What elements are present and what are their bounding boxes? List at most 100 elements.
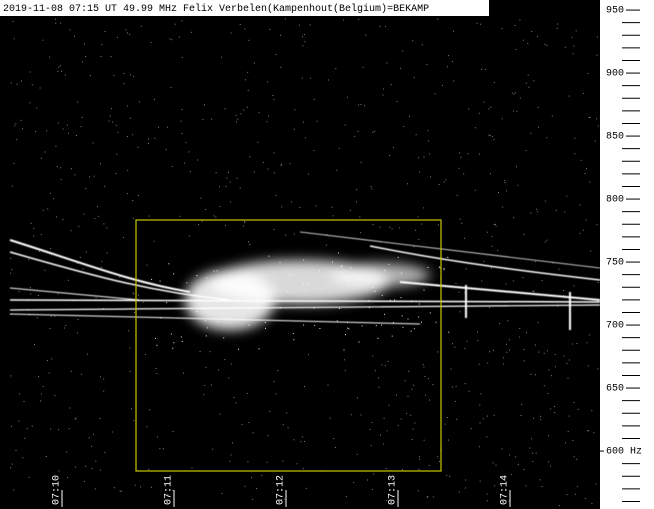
noise-dot bbox=[113, 75, 115, 76]
noise-dot bbox=[568, 359, 570, 361]
noise-dot bbox=[159, 448, 161, 450]
noise-dot bbox=[218, 369, 220, 371]
noise-dot bbox=[597, 282, 599, 284]
noise-dot bbox=[574, 493, 576, 495]
noise-dot bbox=[154, 98, 155, 100]
noise-dot bbox=[89, 176, 90, 178]
noise-dot bbox=[596, 54, 598, 56]
noise-dot bbox=[502, 363, 504, 365]
noise-dot bbox=[232, 442, 233, 444]
noise-dot bbox=[423, 366, 425, 368]
noise-dot bbox=[181, 56, 183, 58]
noise-dot bbox=[138, 101, 140, 103]
noise-dot bbox=[251, 477, 252, 479]
noise-dot bbox=[508, 500, 510, 502]
noise-dot bbox=[540, 419, 542, 421]
noise-dot bbox=[430, 176, 432, 178]
y-tick-label: 950 bbox=[606, 6, 624, 17]
noise-dot bbox=[179, 215, 181, 217]
noise-dot bbox=[519, 19, 521, 21]
noise-dot bbox=[486, 493, 488, 495]
noise-dot bbox=[181, 109, 183, 110]
noise-dot bbox=[367, 479, 368, 481]
noise-dot bbox=[415, 134, 417, 136]
noise-dot bbox=[407, 395, 409, 397]
noise-dot bbox=[159, 280, 161, 282]
noise-dot bbox=[91, 467, 93, 469]
noise-dot bbox=[504, 182, 506, 184]
noise-dot bbox=[75, 135, 77, 136]
noise-dot bbox=[586, 168, 587, 170]
noise-dot bbox=[181, 133, 183, 134]
noise-dot bbox=[186, 282, 188, 284]
noise-dot bbox=[480, 393, 482, 395]
noise-dot bbox=[315, 205, 317, 207]
noise-dot bbox=[58, 66, 60, 68]
noise-dot bbox=[170, 86, 172, 88]
noise-dot bbox=[81, 117, 83, 118]
noise-dot bbox=[206, 277, 208, 279]
x-tick-label: 07:12 bbox=[276, 475, 287, 505]
noise-dot bbox=[327, 79, 329, 81]
noise-dot bbox=[82, 61, 84, 63]
noise-dot bbox=[215, 172, 217, 174]
noise-dot bbox=[595, 483, 597, 485]
noise-dot bbox=[379, 25, 381, 27]
noise-dot bbox=[596, 36, 598, 38]
noise-dot bbox=[261, 475, 263, 477]
noise-dot bbox=[126, 193, 128, 195]
noise-dot bbox=[388, 263, 390, 265]
noise-dot bbox=[253, 62, 255, 64]
noise-dot bbox=[248, 241, 250, 243]
noise-dot bbox=[383, 88, 385, 90]
noise-dot bbox=[95, 460, 97, 462]
noise-dot bbox=[130, 74, 131, 76]
noise-dot bbox=[586, 342, 588, 344]
noise-dot bbox=[523, 349, 525, 350]
noise-dot bbox=[94, 218, 96, 219]
noise-dot bbox=[94, 488, 96, 490]
noise-dot bbox=[280, 163, 282, 165]
noise-dot bbox=[427, 140, 429, 142]
noise-dot bbox=[532, 461, 534, 462]
noise-dot bbox=[523, 233, 525, 235]
noise-dot bbox=[370, 186, 372, 187]
noise-dot bbox=[437, 456, 439, 458]
noise-dot bbox=[491, 245, 493, 247]
noise-dot bbox=[467, 153, 469, 155]
chart-title: 2019-11-08 07:15 UT 49.99 MHz Felix Verb… bbox=[3, 3, 429, 15]
noise-dot bbox=[437, 224, 439, 226]
noise-dot bbox=[221, 492, 223, 494]
noise-dot bbox=[554, 406, 556, 407]
noise-dot bbox=[54, 315, 56, 317]
noise-dot bbox=[55, 145, 57, 147]
noise-dot bbox=[279, 307, 281, 309]
noise-dot bbox=[58, 470, 60, 472]
noise-dot bbox=[205, 335, 207, 337]
noise-dot bbox=[15, 123, 17, 125]
noise-dot bbox=[57, 293, 59, 295]
noise-dot bbox=[335, 68, 337, 70]
noise-dot bbox=[491, 136, 493, 138]
noise-dot bbox=[49, 56, 51, 58]
noise-dot bbox=[347, 327, 349, 329]
noise-dot bbox=[18, 393, 20, 395]
noise-dot bbox=[60, 179, 62, 181]
noise-dot bbox=[482, 418, 484, 420]
noise-dot bbox=[35, 131, 37, 133]
noise-dot bbox=[167, 126, 169, 128]
noise-dot bbox=[465, 479, 467, 481]
noise-dot bbox=[506, 351, 508, 353]
noise-dot bbox=[407, 318, 409, 320]
noise-dot bbox=[579, 204, 581, 206]
noise-dot bbox=[247, 71, 249, 73]
noise-dot bbox=[425, 394, 426, 396]
noise-dot bbox=[236, 121, 237, 123]
noise-dot bbox=[300, 441, 302, 443]
noise-dot bbox=[95, 297, 97, 299]
noise-dot bbox=[446, 417, 448, 418]
noise-dot bbox=[13, 38, 15, 40]
noise-dot bbox=[258, 348, 260, 350]
noise-dot bbox=[576, 343, 578, 345]
noise-dot bbox=[304, 137, 306, 139]
